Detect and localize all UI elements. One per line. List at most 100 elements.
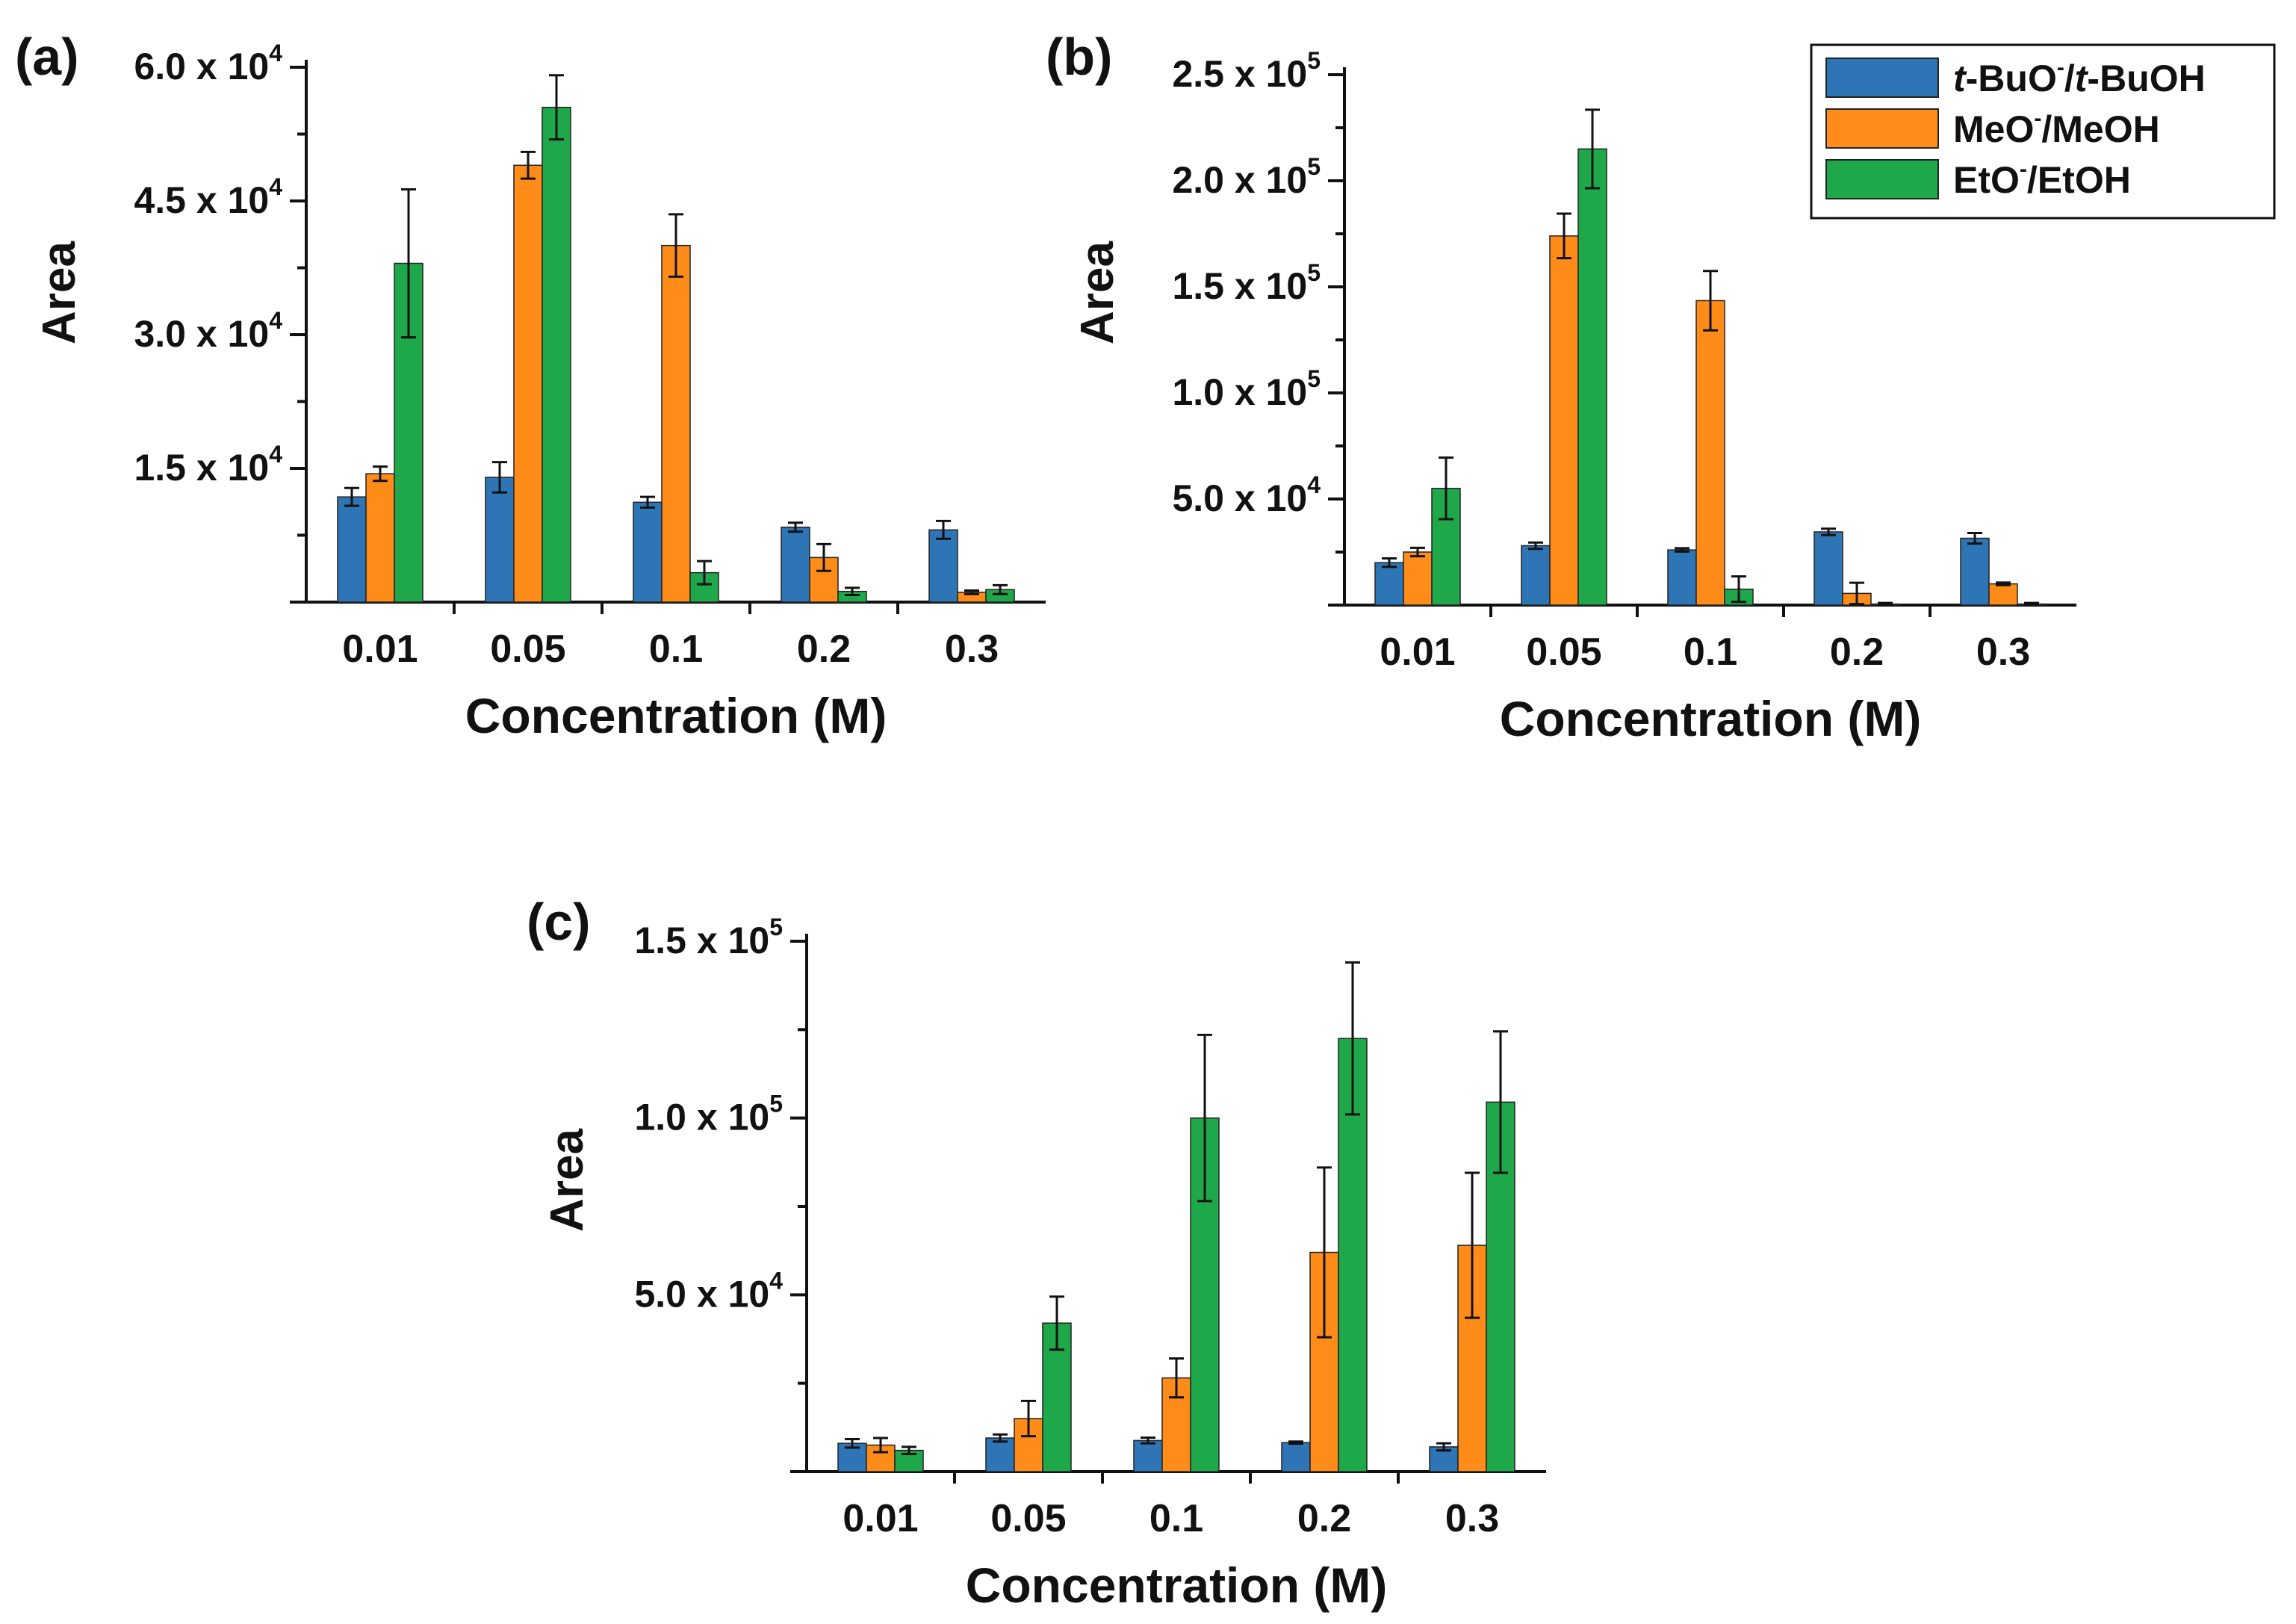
x-tick-label: 0.2 [1297, 1497, 1351, 1540]
error-bar [1436, 1442, 1451, 1452]
chart-panels: (a) Area 1.5 x 104 3.0 x 104 4.5 x 104 6.0 x … [15, 28, 2076, 1613]
bar-t-buo-t-buoh-0.2 [781, 527, 810, 603]
x-tick-label: 0.05 [1526, 630, 1601, 674]
error-bar [1382, 557, 1397, 568]
error-bar [1288, 1440, 1303, 1445]
error-bar [993, 1433, 1008, 1443]
bar-t-buo-t-buoh-0.05 [1521, 545, 1551, 606]
bar-meo-meoh-0.3 [1988, 583, 2018, 606]
error-bar [521, 150, 536, 180]
panel-label: (c) [527, 893, 591, 951]
bar-t-buo-t-buoh-0.1 [1667, 549, 1697, 606]
bar-meo-meoh-0.01 [1403, 551, 1433, 606]
bar-t-buo-t-buoh-0.2 [1281, 1442, 1311, 1472]
x-tick-label: 0.1 [649, 627, 703, 671]
x-axis-label: Concentration (M) [966, 1558, 1388, 1613]
chart-panel-3: (c) Area 5.0 x 104 1.0 x 105 1.5 x 105 0.01 0.… [527, 893, 1546, 1613]
chart-panel-1: (a) Area 1.5 x 104 3.0 x 104 4.5 x 104 6.0 x … [15, 28, 1046, 743]
bar-t-buo-t-buoh-0.05 [485, 477, 515, 603]
bar-meo-meoh-0.1 [661, 244, 691, 603]
error-bar [401, 187, 416, 339]
error-bar [1849, 581, 1864, 606]
x-tick-label: 0.01 [1380, 630, 1455, 674]
y-tick-label: 4.5 x 104 [134, 173, 282, 221]
x-axis-label: Concentration (M) [1500, 691, 1922, 746]
error-bar [1345, 961, 1360, 1116]
legend-swatch [1825, 108, 1939, 149]
y-tick-label: 1.5 x 104 [134, 441, 282, 489]
x-tick-label: 0.3 [1445, 1497, 1499, 1540]
error-bar [936, 519, 951, 540]
x-axis-label: Concentration (M) [465, 688, 887, 743]
error-bar [993, 583, 1008, 595]
bar-t-buo-t-buoh-0.3 [1960, 537, 1990, 606]
error-bar [1317, 1166, 1332, 1339]
error-bar [1967, 531, 1982, 545]
bar-t-buo-t-buoh-0.01 [337, 496, 367, 603]
y-tick-label: 2.0 x 105 [1172, 153, 1321, 201]
error-bar [1439, 456, 1453, 521]
x-tick-label: 0.01 [843, 1497, 918, 1540]
panel-label: (a) [15, 28, 79, 86]
error-bar [1021, 1399, 1036, 1438]
error-bar [492, 461, 507, 494]
bar-t-buo-t-buoh-0.3 [928, 529, 958, 603]
x-tick-label: 0.2 [797, 627, 851, 671]
legend-swatch [1825, 58, 1939, 98]
bar-eto-etoh-0.05 [542, 106, 571, 603]
y-tick-label: 2.5 x 105 [1172, 47, 1321, 95]
bar-eto-etoh-0.05 [1577, 148, 1607, 606]
error-bar [373, 465, 388, 483]
bar-meo-meoh-0.01 [365, 473, 395, 603]
bar-t-buo-t-buoh-0.05 [985, 1437, 1015, 1472]
y-tick-label: 1.0 x 105 [1172, 365, 1321, 413]
error-bar [1493, 1030, 1508, 1174]
panel-label: (b) [1046, 28, 1112, 86]
error-bar [845, 1437, 860, 1449]
error-bar [902, 1445, 916, 1455]
bar-t-buo-t-buoh-0.2 [1813, 531, 1843, 606]
x-tick-label: 0.05 [490, 627, 565, 671]
bar-meo-meoh-0.05 [1549, 235, 1579, 606]
error-bar [1878, 601, 1893, 607]
error-bar [668, 213, 683, 278]
y-axis-label: Area [542, 1129, 593, 1232]
error-bar [1197, 1033, 1212, 1203]
y-tick-label: 5.0 x 104 [634, 1267, 783, 1315]
bar-meo-meoh-0.05 [513, 164, 543, 603]
y-axis-label: Area [34, 241, 85, 344]
error-bar [1049, 1295, 1064, 1351]
error-bar [1675, 547, 1690, 553]
error-bar [1557, 212, 1571, 260]
bar-t-buo-t-buoh-0.01 [1374, 562, 1404, 606]
y-tick-label: 6.0 x 104 [134, 40, 282, 87]
error-bar [1410, 546, 1425, 558]
legend: t-BuO-/t-BuOH MeO-/MeOH EtO-/EtOH [1810, 43, 2276, 220]
error-bar [845, 586, 860, 596]
error-bar [1703, 270, 1718, 332]
error-bar [640, 495, 655, 509]
error-bar [1528, 541, 1543, 551]
error-bar [1169, 1357, 1184, 1399]
x-tick-label: 0.3 [1976, 630, 2030, 674]
error-bar [1141, 1437, 1155, 1445]
error-bar [1465, 1171, 1480, 1319]
y-tick-label: 1.0 x 105 [634, 1091, 783, 1138]
legend-entry: MeO-/MeOH [1953, 106, 2160, 150]
y-tick-label: 1.5 x 105 [634, 914, 783, 961]
x-tick-label: 0.2 [1830, 630, 1884, 674]
bar-t-buo-t-buoh-0.1 [1133, 1439, 1163, 1472]
error-bar [344, 486, 359, 507]
error-bar [1585, 108, 1600, 190]
error-bar [873, 1437, 888, 1454]
x-tick-label: 0.01 [342, 627, 418, 671]
error-bar [1821, 527, 1836, 536]
error-bar [964, 589, 979, 595]
bar-t-buo-t-buoh-0.1 [633, 501, 663, 603]
error-bar [1996, 581, 2011, 586]
y-tick-label: 1.5 x 105 [1172, 259, 1321, 307]
x-tick-label: 0.05 [990, 1497, 1066, 1540]
legend-swatch [1825, 159, 1939, 199]
bar-meo-meoh-0.1 [1695, 300, 1725, 606]
error-bar [1731, 575, 1746, 604]
